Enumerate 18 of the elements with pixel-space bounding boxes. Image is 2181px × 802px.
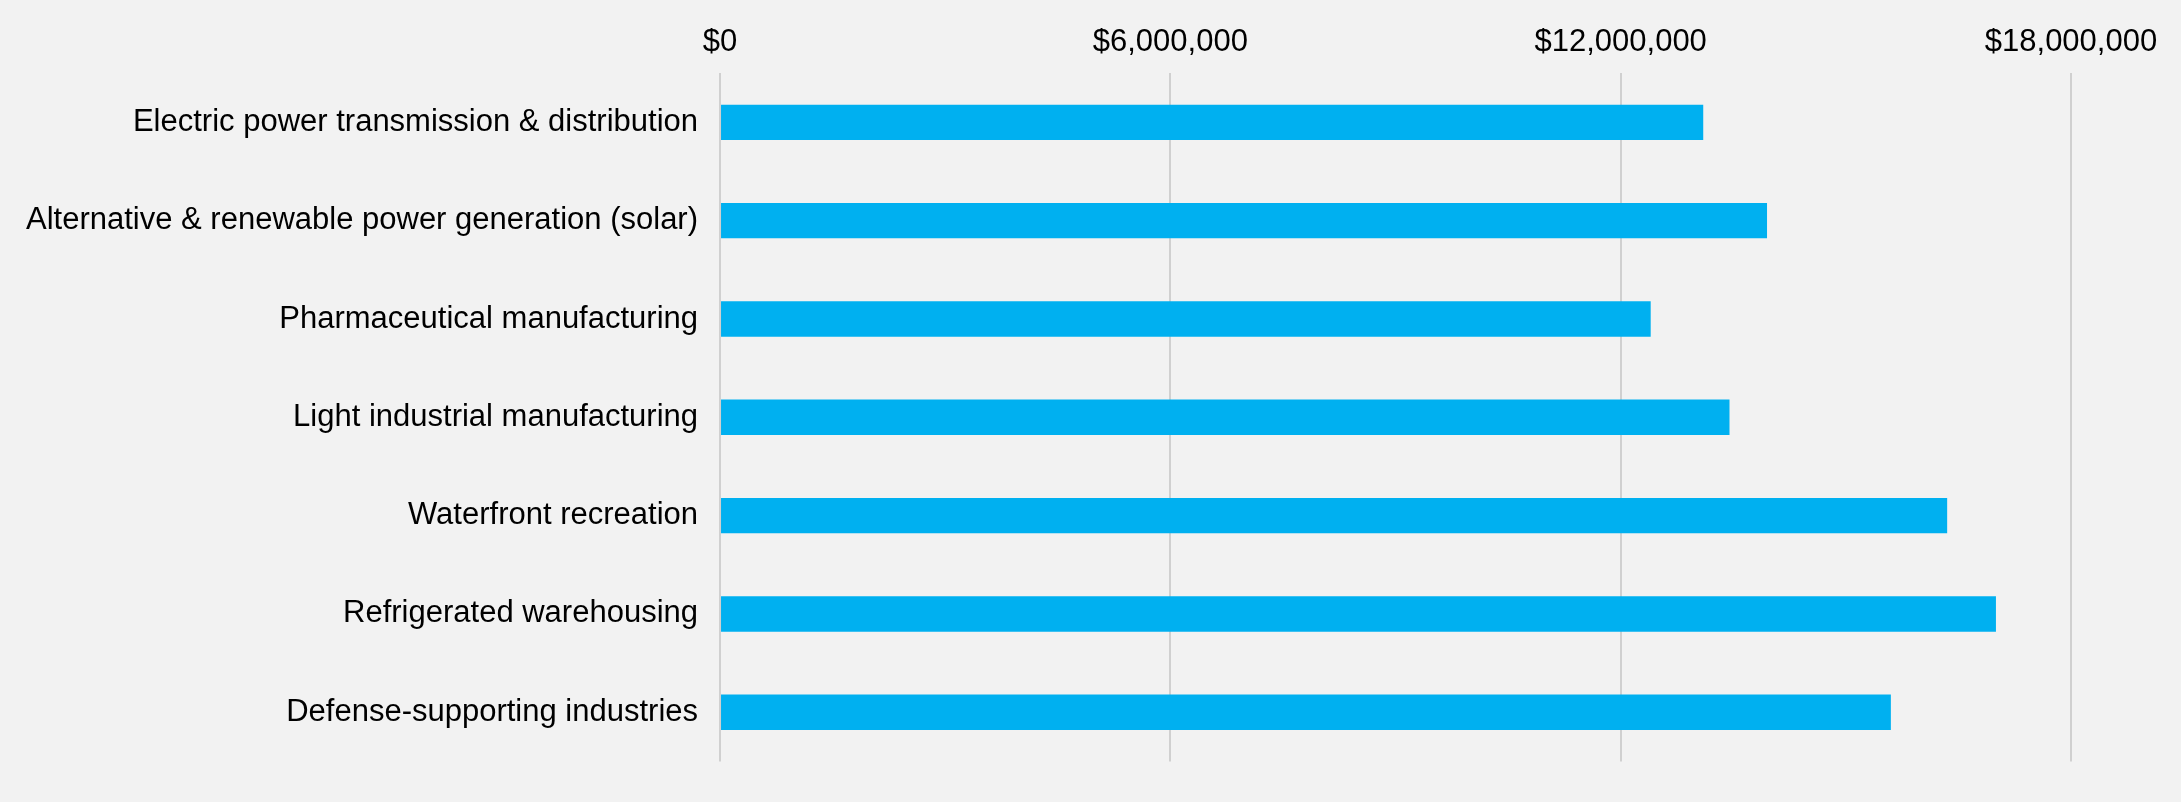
bar (721, 104, 1704, 141)
bar (721, 301, 1651, 337)
bar (721, 202, 1768, 239)
bar (721, 497, 1948, 534)
bar (721, 596, 1996, 632)
y-tick-label: Light industrial manufacturing (293, 397, 699, 433)
x-tick-label: $18,000,000 (1984, 23, 2158, 59)
y-tick-label: Refrigerated warehousing (343, 594, 699, 630)
bar (721, 399, 1730, 435)
y-tick-label: Defense-supporting industries (286, 692, 699, 728)
y-tick-label: Alternative & renewable power generation (solar) (25, 201, 699, 237)
y-tick-label: Electric power transmission & distribution (132, 102, 699, 138)
x-tick-label: $12,000,000 (1534, 23, 1707, 59)
bar (721, 694, 1891, 730)
x-tick-label: $6,000,000 (1092, 23, 1248, 59)
y-tick-label: Waterfront recreation (407, 496, 699, 532)
x-tick-label: $0 (702, 23, 738, 59)
y-tick-label: Pharmaceutical manufacturing (279, 299, 699, 335)
